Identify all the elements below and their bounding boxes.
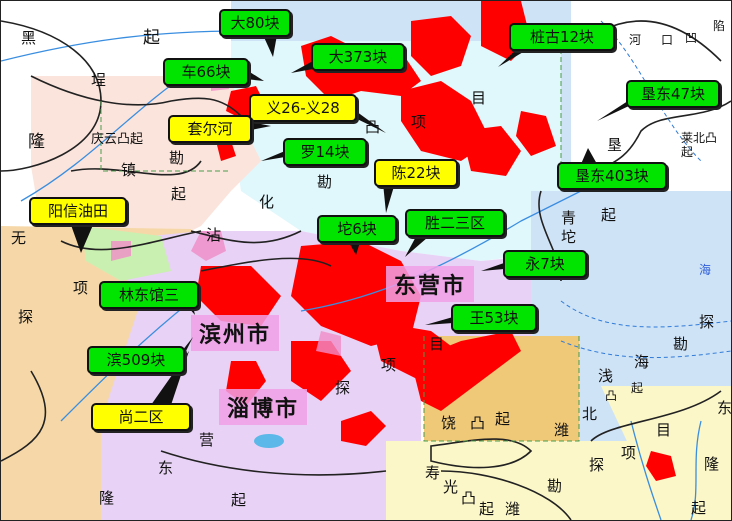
callout-shang2-district[interactable]: 尚二区 [91, 403, 191, 431]
geo-label: 隆 [28, 132, 45, 152]
geo-label: 起 [601, 206, 617, 224]
callout-yi26-yi28[interactable]: 义26-义28 [249, 94, 357, 122]
geo-label: 海 [634, 353, 650, 371]
geo-label: 庆云凸起 [91, 132, 144, 147]
geo-label: 沾 [206, 226, 222, 244]
geo-label: 黑 [21, 29, 37, 47]
geo-label: 垦 [607, 136, 623, 154]
geo-label: 凹 [685, 31, 698, 45]
geo-label: 勘 [547, 477, 563, 495]
geo-label: 探 [18, 308, 34, 326]
geo-label: 起 [479, 500, 495, 518]
callout-yangxin-oilfield[interactable]: 阳信油田 [29, 197, 127, 225]
geo-label: 项 [381, 356, 397, 374]
geo-label: 探 [699, 313, 715, 331]
geo-label: 东 [158, 459, 174, 477]
geo-label: 勘 [673, 335, 689, 353]
city-label-zibo: 淄博市 [219, 389, 308, 425]
callout-chen22[interactable]: 陈22块 [374, 159, 458, 187]
geo-label: 勘 [317, 173, 333, 191]
city-label-dongying: 东营市 [386, 266, 475, 302]
geo-label: 河 [629, 33, 642, 47]
geo-label: 起 [691, 499, 707, 517]
callout-lindong-guan3[interactable]: 林东馆三 [99, 281, 199, 309]
callout-kendong403[interactable]: 垦东403块 [557, 162, 667, 190]
callout-da80[interactable]: 大80块 [219, 9, 291, 37]
geo-label: 北 [582, 405, 598, 423]
geo-label: 潍 [554, 421, 570, 439]
geo-label: 浅 [598, 367, 614, 385]
geo-label: 目 [471, 89, 487, 107]
geo-label: 探 [335, 379, 351, 397]
geo-label: 项 [411, 113, 427, 131]
callout-kendong47[interactable]: 垦东47块 [626, 80, 720, 108]
geo-label: 莱北凸起 [681, 131, 718, 159]
geo-label: 口 [661, 33, 674, 47]
geo-label: 营 [199, 431, 215, 449]
geo-label: 镇 [121, 161, 137, 179]
geo-label: 凸 [470, 414, 486, 432]
callout-zhuanggu12[interactable]: 桩古12块 [509, 23, 615, 51]
geo-label: 目 [429, 335, 445, 353]
geo-label: 化 [259, 193, 275, 211]
geo-label: 探 [589, 456, 605, 474]
geo-label: 寿 [425, 464, 441, 482]
callout-che66[interactable]: 车66块 [163, 58, 249, 86]
geo-label: 勘 [169, 149, 185, 167]
callout-da373[interactable]: 大373块 [311, 43, 405, 71]
geo-label: 起 [631, 381, 644, 395]
geo-label: 凸 [365, 118, 381, 136]
geo-label: 起 [231, 491, 247, 509]
geo-label: 东 [717, 399, 732, 417]
geo-label: 饶 [441, 414, 457, 432]
geo-label: 光 [443, 478, 459, 496]
geo-label: 目 [656, 421, 672, 439]
yellow-region-southeast [601, 386, 731, 471]
callout-yong7[interactable]: 永7块 [503, 250, 587, 278]
geo-label: 起 [495, 410, 511, 428]
geo-label: 起 [171, 185, 187, 203]
callout-taoerhe[interactable]: 套尔河 [168, 115, 252, 143]
callout-wang53[interactable]: 王53块 [451, 304, 537, 332]
callout-luo14[interactable]: 罗14块 [283, 138, 367, 166]
geo-label: 隆 [704, 455, 720, 473]
callout-sheng23-district[interactable]: 胜二三区 [405, 209, 505, 237]
geo-label: 项 [73, 279, 89, 297]
callout-tuo6[interactable]: 坨6块 [317, 215, 397, 243]
city-label-binzhou: 滨州市 [191, 315, 280, 351]
geo-label: 起 [143, 28, 160, 48]
geo-label: 项 [621, 444, 637, 462]
geo-label: 陷 [713, 19, 726, 33]
geo-label: 青 [561, 209, 577, 227]
geo-label: 隆 [99, 489, 115, 507]
geo-label: 埕 [91, 71, 107, 89]
geo-label: 无 [11, 229, 27, 247]
oil-field-blobs [196, 1, 676, 481]
geo-label: 海 [699, 263, 712, 277]
callout-bin509[interactable]: 滨509块 [87, 346, 185, 374]
geo-label: 凸 [605, 389, 618, 403]
geo-label: 凸 [461, 489, 477, 507]
geo-label: 潍 [505, 500, 521, 518]
geo-label: 坨 [561, 228, 577, 246]
